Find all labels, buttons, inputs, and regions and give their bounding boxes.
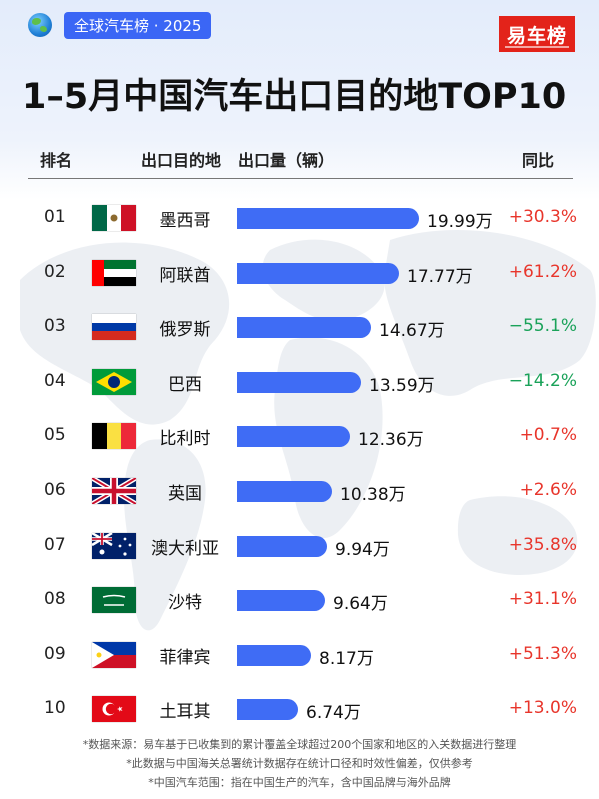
category-label: 沙特 xyxy=(145,588,225,613)
category-label: 巴西 xyxy=(145,370,225,395)
category-label: 俄罗斯 xyxy=(145,315,225,340)
rank-label: 02 xyxy=(44,262,66,282)
table-row: 01 墨西哥 19.99万 +30.3% xyxy=(0,198,599,238)
data-label: 9.64万 xyxy=(333,589,388,614)
brand-logo: 易车榜 xyxy=(499,16,575,52)
page-title: 1–5月中国汽车出口目的地TOP10 xyxy=(22,68,566,119)
rank-label: 03 xyxy=(44,316,66,336)
data-label: 10.38万 xyxy=(340,480,406,505)
category-label: 菲律宾 xyxy=(145,643,225,668)
column-yoy: 同比 xyxy=(522,147,554,171)
footnote: *中国汽车范围：指在中国生产的汽车，含中国品牌与海外品牌 xyxy=(0,773,599,792)
yoy-label: +35.8% xyxy=(509,535,577,555)
footnote: *数据来源：易车基于已收集到的累计覆盖全球超过200个国家和地区的入关数据进行整… xyxy=(0,735,599,754)
data-label: 14.67万 xyxy=(379,316,445,341)
yoy-label: +30.3% xyxy=(509,207,577,227)
yoy-label: +13.0% xyxy=(509,698,577,718)
mexico-flag-icon xyxy=(92,205,136,231)
saudi-flag-icon xyxy=(92,587,136,613)
table-row: 07 澳大利亚 9.94万 +35.8% xyxy=(0,526,599,566)
data-label: 6.74万 xyxy=(306,698,361,723)
bar xyxy=(237,536,327,557)
column-destination: 出口目的地 xyxy=(141,147,221,171)
russia-flag-icon xyxy=(92,314,136,340)
yoy-label: +31.1% xyxy=(509,589,577,609)
yoy-label: −55.1% xyxy=(509,316,577,336)
table-row: 08 沙特 9.64万 +31.1% xyxy=(0,580,599,620)
bar xyxy=(237,208,419,229)
yoy-label: +0.7% xyxy=(520,425,577,445)
table-row: 03 俄罗斯 14.67万 −55.1% xyxy=(0,307,599,347)
table-row: 02 阿联酋 17.77万 +61.2% xyxy=(0,253,599,293)
column-header: 排名 出口目的地 出口量（辆） 同比 xyxy=(0,145,599,171)
bar xyxy=(237,590,325,611)
data-label: 9.94万 xyxy=(335,535,390,560)
bar xyxy=(237,372,361,393)
bar xyxy=(237,263,399,284)
brazil-flag-icon xyxy=(92,369,136,395)
belgium-flag-icon xyxy=(92,423,136,449)
table-row: 05 比利时 12.36万 +0.7% xyxy=(0,416,599,456)
globe-icon xyxy=(28,13,52,37)
footnotes: *数据来源：易车基于已收集到的累计覆盖全球超过200个国家和地区的入关数据进行整… xyxy=(0,735,599,792)
rank-label: 06 xyxy=(44,480,66,500)
header-tag: 全球汽车榜 · 2025 xyxy=(64,12,211,39)
category-label: 英国 xyxy=(145,479,225,504)
category-label: 澳大利亚 xyxy=(145,534,225,559)
rank-label: 04 xyxy=(44,371,66,391)
yoy-label: −14.2% xyxy=(509,371,577,391)
uk-flag-icon xyxy=(92,478,136,504)
footnote: *此数据与中国海关总署统计数据存在统计口径和时效性偏差，仅供参考 xyxy=(0,754,599,773)
data-label: 17.77万 xyxy=(407,262,473,287)
data-label: 13.59万 xyxy=(369,371,435,396)
uae-flag-icon xyxy=(92,260,136,286)
category-label: 土耳其 xyxy=(145,697,225,722)
category-label: 比利时 xyxy=(145,424,225,449)
header-divider xyxy=(28,178,573,179)
table-row: 09 菲律宾 8.17万 +51.3% xyxy=(0,635,599,675)
australia-flag-icon xyxy=(92,533,136,559)
category-label: 墨西哥 xyxy=(145,206,225,231)
top-bar: 全球汽车榜 · 2025 xyxy=(28,10,211,40)
bar xyxy=(237,426,350,447)
rank-label: 09 xyxy=(44,644,66,664)
bar xyxy=(237,645,311,666)
philippines-flag-icon xyxy=(92,642,136,668)
bar xyxy=(237,699,298,720)
yoy-label: +61.2% xyxy=(509,262,577,282)
bar xyxy=(237,481,332,502)
data-label: 12.36万 xyxy=(358,425,424,450)
column-rank: 排名 xyxy=(40,147,72,171)
table-row: 10 土耳其 6.74万 +13.0% xyxy=(0,689,599,729)
bar xyxy=(237,317,371,338)
rank-label: 10 xyxy=(44,698,66,718)
yoy-label: +51.3% xyxy=(509,644,577,664)
yoy-label: +2.6% xyxy=(520,480,577,500)
rank-label: 01 xyxy=(44,207,66,227)
category-label: 阿联酋 xyxy=(145,261,225,286)
table-row: 06 英国 10.38万 +2.6% xyxy=(0,471,599,511)
table-row: 04 巴西 13.59万 −14.2% xyxy=(0,362,599,402)
data-label: 8.17万 xyxy=(319,644,374,669)
rank-label: 07 xyxy=(44,535,66,555)
turkey-flag-icon xyxy=(92,696,136,722)
data-label: 19.99万 xyxy=(427,207,493,232)
column-volume: 出口量（辆） xyxy=(238,147,334,171)
rank-label: 08 xyxy=(44,589,66,609)
rank-label: 05 xyxy=(44,425,66,445)
